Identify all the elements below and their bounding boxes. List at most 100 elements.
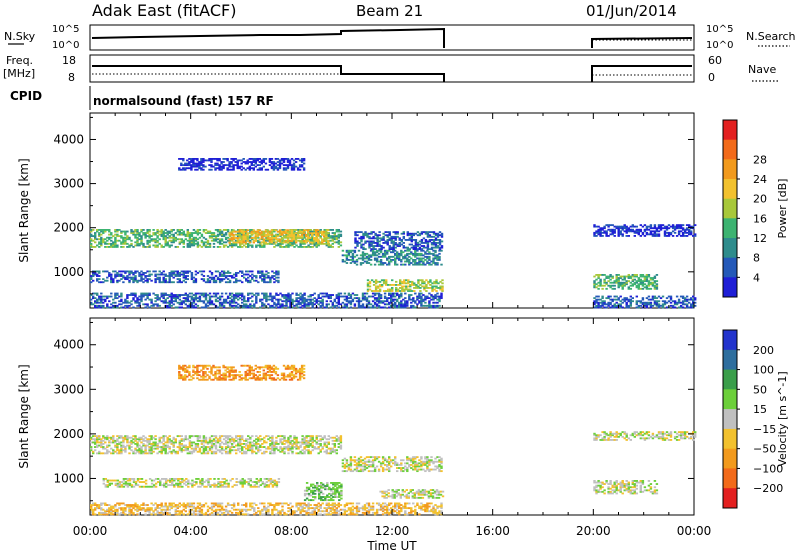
range-cell	[688, 228, 691, 231]
range-cell	[364, 232, 367, 235]
range-cell	[220, 295, 224, 298]
range-cell	[423, 285, 426, 288]
range-cell	[224, 229, 228, 231]
range-cell	[611, 224, 614, 227]
range-cell	[430, 263, 433, 266]
range-cell	[283, 439, 286, 442]
range-cell	[317, 240, 320, 242]
range-cell	[184, 438, 188, 441]
range-cell	[112, 235, 115, 238]
range-cell	[683, 231, 687, 234]
range-cell	[166, 281, 169, 284]
range-cell	[627, 286, 631, 289]
range-cell	[230, 304, 234, 307]
range-cell	[402, 263, 405, 266]
range-cell	[354, 234, 357, 237]
range-cell	[325, 235, 328, 238]
range-cell	[273, 444, 276, 447]
range-cell	[593, 286, 596, 289]
range-cell	[220, 235, 224, 238]
range-cell	[120, 235, 123, 238]
range-cell	[222, 233, 226, 236]
range-cell	[414, 251, 417, 254]
range-cell	[362, 246, 365, 249]
range-cell	[148, 439, 151, 442]
range-cell	[158, 436, 161, 439]
range-cell	[611, 298, 614, 301]
range-cell	[228, 242, 232, 245]
range-cell	[635, 286, 639, 289]
range-cell	[649, 283, 653, 286]
range-cell	[629, 277, 633, 279]
range-cell	[311, 441, 314, 444]
range-cell	[256, 159, 260, 162]
range-cell	[180, 164, 183, 167]
range-cell	[198, 295, 202, 298]
range-cell	[300, 240, 304, 242]
range-cell	[228, 438, 232, 441]
range-cell	[661, 306, 665, 309]
range-cell	[146, 235, 149, 238]
range-cell	[417, 287, 420, 289]
range-cell	[319, 435, 322, 438]
range-cell	[605, 297, 608, 300]
range-cell	[94, 438, 97, 441]
range-cell	[262, 241, 266, 244]
range-cell	[301, 238, 304, 241]
range-cell	[305, 443, 308, 445]
range-cell	[595, 300, 598, 303]
range-cell	[371, 292, 375, 295]
colorbar-swatch	[723, 139, 737, 160]
range-cell	[440, 263, 443, 266]
range-cell	[315, 244, 318, 247]
range-cell	[424, 304, 427, 307]
range-cell	[174, 306, 178, 309]
range-cell	[220, 275, 224, 277]
range-cell	[319, 306, 322, 309]
range-cell	[214, 235, 218, 238]
range-cell	[256, 232, 260, 235]
range-cell	[645, 304, 649, 307]
range-cell	[694, 304, 697, 307]
range-cell	[120, 446, 123, 448]
range-cell	[274, 237, 278, 239]
range-cell	[392, 248, 395, 251]
range-cell	[305, 446, 308, 448]
range-cell	[391, 288, 394, 291]
range-cell	[603, 227, 606, 230]
range-cell	[291, 236, 294, 239]
range-cell	[116, 292, 119, 295]
range-cell	[280, 159, 284, 162]
range-cell	[284, 164, 288, 167]
range-cell	[150, 235, 153, 238]
range-cell	[106, 229, 109, 231]
range-cell	[299, 241, 302, 244]
range-cell	[216, 230, 220, 233]
range-cell	[440, 295, 443, 298]
range-cell	[220, 273, 224, 276]
range-cell	[392, 255, 395, 258]
range-cell	[128, 270, 131, 273]
range-cell	[255, 300, 258, 303]
range-cell	[291, 301, 294, 304]
range-cell	[381, 306, 385, 309]
range-cell	[176, 275, 180, 277]
range-cell	[253, 443, 256, 445]
range-cell	[295, 443, 298, 445]
range-cell	[391, 284, 394, 286]
range-cell	[256, 229, 260, 232]
range-cell	[377, 306, 381, 309]
range-cell	[404, 260, 407, 263]
range-cell	[96, 306, 99, 309]
range-cell	[239, 292, 242, 295]
range-cell	[275, 279, 278, 282]
range-cell	[404, 255, 407, 258]
range-cell	[613, 230, 616, 233]
range-cell	[188, 161, 191, 163]
range-cell	[647, 274, 651, 276]
range-cell	[643, 230, 647, 233]
range-cell	[230, 229, 234, 231]
range-cell	[366, 284, 370, 286]
range-cell	[172, 295, 175, 298]
range-cell	[649, 225, 653, 228]
